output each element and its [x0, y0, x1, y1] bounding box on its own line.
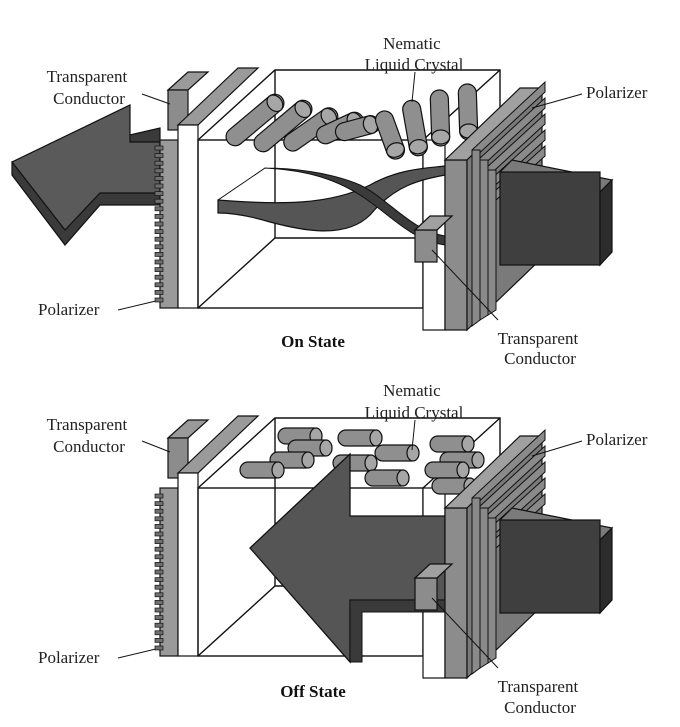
- label-polarizer-right: Polarizer: [586, 430, 648, 449]
- polarizer-tooth: [154, 524, 164, 529]
- polarizer-tooth: [154, 600, 164, 605]
- polarizer-tooth: [154, 206, 164, 212]
- label-transparent-conductor-right: Transparent Conductor: [498, 677, 583, 717]
- twisted-light-ribbon: [217, 165, 446, 246]
- liquid-crystal-cylinder-icon: [239, 427, 485, 495]
- polarizer-tooth: [154, 214, 164, 219]
- polarizer-tooth: [154, 176, 164, 181]
- caption-on-state: On State: [281, 332, 345, 351]
- label-transparent-conductor-left: Transparent Conductor: [47, 67, 132, 108]
- leader-lines: [117, 71, 583, 321]
- polarizer-tooth: [154, 198, 164, 204]
- polarizer-tooth: [154, 615, 164, 620]
- polarizer-tooth: [154, 645, 164, 651]
- label-transparent-conductor-left: Transparent Conductor: [47, 415, 132, 456]
- polarizer-tooth: [154, 236, 164, 242]
- polarizer-tooth: [154, 221, 164, 227]
- polarizer-tooth: [154, 630, 164, 636]
- polarizer-tooth: [154, 160, 164, 166]
- polarizer-tooth: [154, 168, 164, 174]
- left-transparent-conductor: [166, 415, 260, 657]
- polarizer-tooth: [154, 183, 164, 189]
- liquid-crystal-cylinder-icon: [225, 83, 479, 160]
- light-arrow-icon: [249, 452, 446, 664]
- polarizer-tooth: [154, 244, 164, 250]
- polarizer-tooth: [154, 297, 164, 303]
- on-state-panel: Transparent Conductor Nematic Liquid Cry…: [11, 34, 648, 368]
- label-nematic-liquid-crystal: Nematic Liquid Crystal: [365, 34, 464, 74]
- polarizer-tooth: [154, 259, 164, 265]
- polarizer-tooth: [154, 267, 164, 272]
- polarizer-tooth: [154, 191, 164, 196]
- polarizer-tooth: [154, 290, 164, 295]
- polarizer-tooth: [154, 607, 164, 613]
- polarizer-tooth: [154, 501, 164, 506]
- polarizer-comb-teeth: [154, 145, 164, 651]
- polarizer-tooth: [154, 577, 164, 582]
- polarizer-tooth: [154, 229, 164, 234]
- polarizer-tooth: [154, 508, 164, 514]
- polarizer-tooth: [154, 638, 164, 643]
- left-transparent-conductor: [166, 67, 260, 309]
- polarizer-tooth: [154, 274, 164, 280]
- polarizer-tooth: [154, 531, 164, 537]
- polarizer-tooth: [154, 554, 164, 560]
- polarizer-tooth: [154, 516, 164, 522]
- label-transparent-conductor-right: Transparent Conductor: [498, 329, 583, 368]
- leader-lines: [117, 419, 583, 669]
- polarizer-tooth: [154, 153, 164, 158]
- label-nematic-liquid-crystal: Nematic Liquid Crystal: [365, 381, 464, 422]
- polarizer-tooth: [154, 145, 164, 151]
- light-arrow-out-icon: [498, 159, 614, 267]
- polarizer-tooth: [154, 252, 164, 257]
- polarizer-tooth: [154, 546, 164, 552]
- polarizer-tooth: [154, 622, 164, 628]
- light-arrow-icon: [11, 104, 161, 246]
- polarizer-tooth: [154, 592, 164, 598]
- label-polarizer-right: Polarizer: [586, 83, 648, 102]
- off-state-panel: Transparent Conductor Nematic Liquid Cry…: [38, 381, 648, 717]
- label-polarizer-left: Polarizer: [38, 648, 100, 667]
- polarizer-tooth: [154, 493, 164, 499]
- polarizer-tooth: [154, 562, 164, 567]
- caption-off-state: Off State: [280, 682, 346, 701]
- polarizer-tooth: [154, 539, 164, 544]
- polarizer-tooth: [154, 569, 164, 575]
- label-polarizer-left: Polarizer: [38, 300, 100, 319]
- polarizer-tooth: [154, 282, 164, 288]
- light-arrow-out-icon: [498, 507, 614, 615]
- polarizer-tooth: [154, 584, 164, 590]
